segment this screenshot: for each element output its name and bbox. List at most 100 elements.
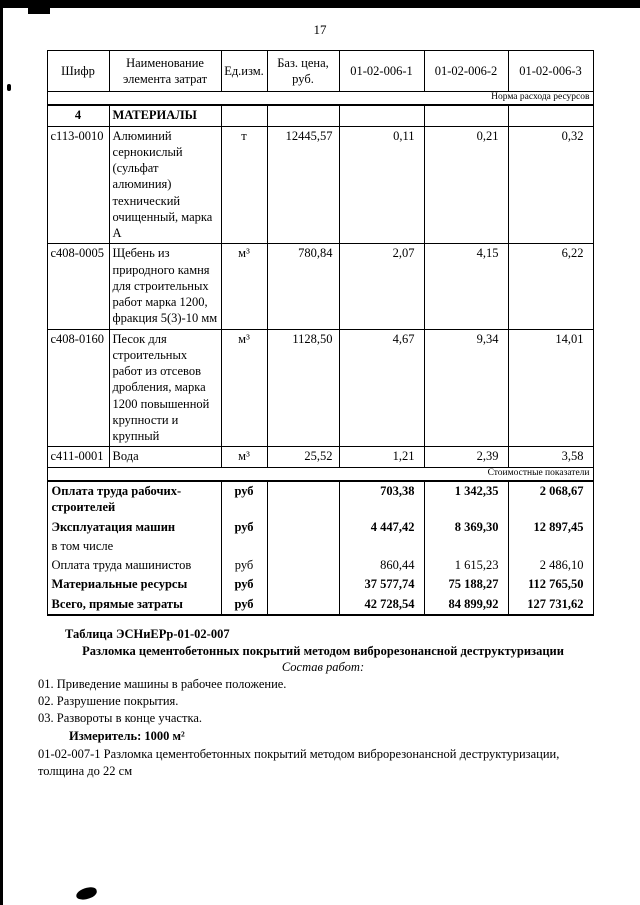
- cost-band-label: Стоимостные показатели: [46, 466, 594, 483]
- scan-artifact-left-line: [0, 0, 3, 905]
- base-price-cell: 12445,57: [266, 125, 340, 245]
- next-table-intro: Таблица ЭСНиЕРр-01-02-007 Разломка цемен…: [38, 626, 608, 780]
- works-list: 01. Приведение машины в рабочее положени…: [38, 676, 608, 726]
- norm-item-line: 01-02-007-1 Разломка цементобетонных пок…: [38, 747, 560, 778]
- unit-cell: м³: [220, 446, 268, 468]
- value-cell-1: [338, 536, 425, 557]
- code-cell: с411-0001: [46, 446, 110, 468]
- value-cell-3: 0,32: [507, 125, 594, 245]
- header-01-02-006-2: 01-02-006-2: [423, 50, 509, 92]
- value-cell-2: [423, 536, 509, 557]
- cost-name-cell: в том числе: [46, 536, 222, 557]
- norm-band-row: Норма расхода ресурсов: [46, 91, 594, 107]
- resource-row: с113-0010 Алюминий сернокислый (сульфат …: [46, 125, 594, 245]
- unit-cell: [220, 104, 268, 127]
- unit-cell: руб: [220, 481, 268, 518]
- value-cell-1: [338, 104, 425, 127]
- value-cell-2: 1 342,35: [423, 481, 509, 518]
- cost-name-cell: Оплата труда рабочих-строителей: [46, 481, 222, 518]
- cost-band-row: Стоимостные показатели: [46, 466, 594, 483]
- code-cell: с113-0010: [46, 125, 110, 245]
- value-cell-1: 2,07: [338, 243, 425, 330]
- value-cell-3: [507, 536, 594, 557]
- table-header-row: Шифр Наименование элемента затрат Ед.изм…: [46, 50, 594, 92]
- value-cell-3: [507, 104, 594, 127]
- unit-cell: руб: [220, 556, 268, 576]
- value-cell-2: [423, 104, 509, 127]
- next-table-label: Таблица ЭСНиЕРр-01-02-007: [65, 626, 230, 641]
- cost-row: Эксплуатация машин руб 4 447,42 8 369,30…: [46, 517, 594, 537]
- value-cell-3: 2 068,67: [507, 481, 594, 518]
- unit-cell: м³: [220, 328, 268, 448]
- base-price-cell: [266, 594, 340, 616]
- cost-name-cell: Эксплуатация машин: [46, 517, 222, 537]
- value-cell-1: 860,44: [338, 556, 425, 576]
- name-cell: Песок для строительных работ из отсевов …: [108, 328, 222, 448]
- value-cell-1: 4 447,42: [338, 517, 425, 537]
- value-cell-2: 9,34: [423, 328, 509, 448]
- cost-name-cell: Материальные ресурсы: [46, 575, 222, 595]
- cost-name-cell: Всего, прямые затраты: [46, 594, 222, 616]
- unit-cell: руб: [220, 594, 268, 616]
- base-price-cell: 780,84: [266, 243, 340, 330]
- value-cell-3: 2 486,10: [507, 556, 594, 576]
- base-price-cell: 25,52: [266, 446, 340, 468]
- value-cell-1: 0,11: [338, 125, 425, 245]
- header-code: Шифр: [46, 50, 110, 92]
- work-item: 03. Развороты в конце участка.: [38, 710, 202, 725]
- value-cell-2: 4,15: [423, 243, 509, 330]
- code-cell: 4: [46, 104, 110, 127]
- value-cell-2: 75 188,27: [423, 575, 509, 595]
- cost-row: Материальные ресурсы руб 37 577,74 75 18…: [46, 575, 594, 595]
- value-cell-3: 112 765,50: [507, 575, 594, 595]
- cost-name-cell: Оплата труда машинистов: [46, 556, 222, 576]
- name-cell: Алюминий сернокислый (сульфат алюминия) …: [108, 125, 222, 245]
- cost-row: Оплата труда машинистов руб 860,44 1 615…: [46, 556, 594, 576]
- base-price-cell: [266, 104, 340, 127]
- cost-row-total: Всего, прямые затраты руб 42 728,54 84 8…: [46, 594, 594, 616]
- unit-cell: м³: [220, 243, 268, 330]
- resource-cost-table: Шифр Наименование элемента затрат Ед.изм…: [46, 50, 594, 616]
- page-number: 17: [313, 22, 327, 37]
- value-cell-3: 127 731,62: [507, 594, 594, 616]
- unit-cell: т: [220, 125, 268, 245]
- resource-row: с411-0001 Вода м³ 25,52 1,21 2,39 3,58: [46, 446, 594, 468]
- value-cell-3: 14,01: [507, 328, 594, 448]
- value-cell-1: 37 577,74: [338, 575, 425, 595]
- scan-artifact-bottom-blob: [75, 885, 98, 902]
- base-price-cell: [266, 575, 340, 595]
- resource-row: с408-0005 Щебень из природного камня для…: [46, 243, 594, 330]
- header-name: Наименование элемента затрат: [108, 50, 222, 92]
- value-cell-2: 2,39: [423, 446, 509, 468]
- resource-row: с408-0160 Песок для строительных работ и…: [46, 328, 594, 448]
- value-cell-3: 12 897,45: [507, 517, 594, 537]
- name-cell: Вода: [108, 446, 222, 468]
- meter-line: Измеритель: 1000 м²: [69, 729, 185, 744]
- unit-cell: [220, 536, 268, 557]
- work-item: 02. Разрушение покрытия.: [38, 693, 179, 708]
- value-cell-1: 1,21: [338, 446, 425, 468]
- base-price-cell: [266, 536, 340, 557]
- header-01-02-006-3: 01-02-006-3: [507, 50, 594, 92]
- value-cell-1: 703,38: [338, 481, 425, 518]
- work-item: 01. Приведение машины в рабочее положени…: [38, 677, 287, 692]
- base-price-cell: [266, 556, 340, 576]
- scan-artifact-top-mark: [28, 8, 50, 14]
- unit-cell: руб: [220, 575, 268, 595]
- code-cell: с408-0160: [46, 328, 110, 448]
- norm-band-label: Норма расхода ресурсов: [46, 91, 594, 107]
- name-cell: МАТЕРИАЛЫ: [108, 104, 222, 127]
- next-table-title: Разломка цементобетонных покрытий методо…: [82, 643, 564, 658]
- value-cell-3: 6,22: [507, 243, 594, 330]
- header-unit: Ед.изм.: [220, 50, 268, 92]
- base-price-cell: [266, 517, 340, 537]
- header-base-price: Баз. цена, руб.: [266, 50, 340, 92]
- header-01-02-006-1: 01-02-006-1: [338, 50, 425, 92]
- base-price-cell: 1128,50: [266, 328, 340, 448]
- cost-row: в том числе: [46, 536, 594, 557]
- name-cell: Щебень из природного камня для строитель…: [108, 243, 222, 330]
- scan-artifact-speck: [7, 84, 11, 91]
- value-cell-2: 0,21: [423, 125, 509, 245]
- value-cell-3: 3,58: [507, 446, 594, 468]
